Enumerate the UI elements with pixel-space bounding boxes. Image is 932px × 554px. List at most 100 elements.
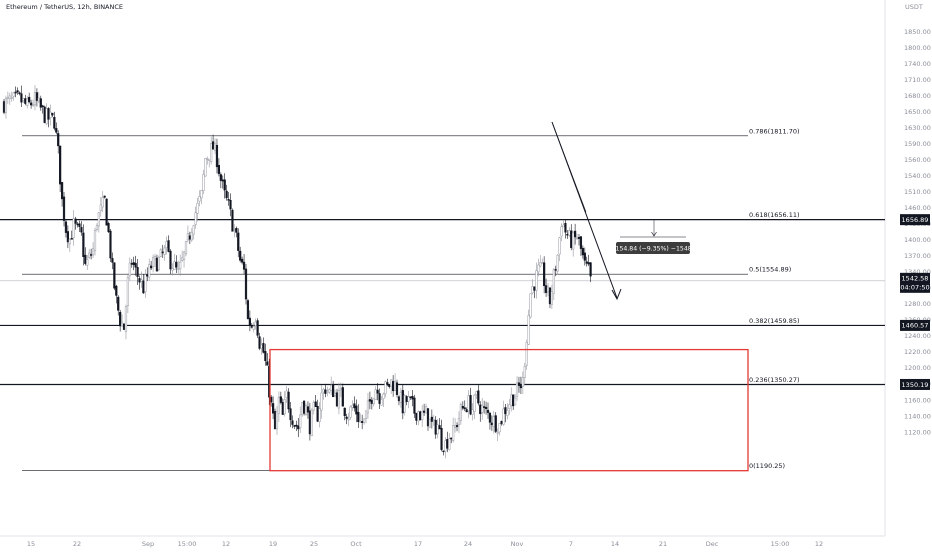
candle-body	[37, 97, 40, 102]
candle-body	[8, 95, 11, 99]
candle-body	[260, 344, 263, 349]
candle-body	[332, 384, 335, 398]
candle-body	[72, 218, 75, 238]
candle-body	[215, 145, 219, 168]
candle-body	[239, 250, 242, 261]
candle-body	[314, 401, 317, 408]
candle-body	[417, 411, 420, 422]
candle-body	[53, 116, 56, 129]
candle-body	[74, 218, 77, 224]
candle-body	[208, 159, 211, 161]
candle-body	[364, 410, 368, 419]
candle-body	[531, 286, 534, 294]
price-tick-label: 1370.00	[904, 252, 931, 260]
price-tick-label: 1240.00	[904, 332, 931, 340]
candle-body	[128, 262, 131, 277]
candle-body	[165, 241, 168, 249]
candle-body	[138, 278, 141, 283]
candle-body	[583, 252, 586, 261]
candle-body	[235, 228, 238, 233]
candle-body	[459, 404, 462, 421]
candle-body	[486, 409, 490, 413]
trend-shadow-line	[551, 121, 587, 213]
price-tick-label: 1630.00	[904, 124, 931, 132]
candle-body	[59, 145, 62, 185]
candle-body	[157, 256, 160, 270]
candle-body	[372, 398, 375, 405]
candle-body	[421, 411, 424, 420]
candle-body	[426, 408, 430, 427]
candle-body	[316, 406, 319, 422]
price-tick-label: 1740.00	[904, 60, 931, 68]
candle-body	[30, 102, 33, 106]
candle-body	[210, 143, 213, 162]
fib-level-label: 0.618(1656.11)	[749, 211, 800, 219]
candle-body	[200, 190, 203, 199]
candle-body	[413, 397, 416, 414]
price-tick-label: 1140.00	[904, 412, 931, 420]
fib-level-label: 0.382(1459.85)	[749, 317, 800, 325]
bar-countdown: 04:07:50	[900, 283, 929, 291]
candle-body	[587, 262, 590, 265]
candle-body	[322, 388, 325, 393]
candle-body	[227, 199, 230, 201]
price-tick-label: 1510.00	[904, 188, 931, 196]
time-tick-label: Dec	[706, 540, 719, 548]
price-tick-label: 1220.00	[904, 348, 931, 356]
candle-body	[510, 394, 513, 406]
candle-body	[527, 315, 530, 345]
candle-body	[126, 276, 130, 306]
price-level-tag-label: 1656.89	[902, 216, 929, 224]
time-tick-label: 24	[464, 540, 472, 548]
candle-body	[76, 223, 79, 226]
candle-body	[550, 291, 553, 305]
candle-body	[233, 229, 236, 231]
candle-body	[97, 212, 100, 227]
candle-body	[188, 235, 191, 240]
candle-body	[14, 91, 17, 94]
candle-body	[302, 400, 306, 414]
time-tick-label: 25	[310, 540, 318, 548]
candle-body	[62, 196, 66, 221]
candle-body	[442, 450, 445, 453]
candle-body	[529, 293, 532, 318]
candle-body	[440, 427, 443, 450]
candle-body	[525, 342, 528, 366]
candle-body	[275, 411, 279, 430]
candle-body	[370, 399, 373, 404]
candle-body	[33, 92, 37, 106]
measure-label: −154.84 (−9.35%) −15484	[610, 246, 695, 253]
chart-frame	[0, 0, 886, 537]
candle-body	[130, 263, 133, 265]
candle-body	[444, 440, 447, 452]
candle-body	[359, 420, 362, 423]
candle-body	[163, 247, 166, 255]
price-tick-label: 1160.00	[904, 396, 931, 404]
candle-body	[419, 411, 422, 421]
candle-body	[368, 399, 372, 402]
candle-body	[159, 249, 162, 257]
candle-body	[140, 279, 143, 282]
candle-body	[504, 407, 507, 415]
candle-body	[241, 258, 244, 263]
arrow-head-icon	[611, 288, 622, 301]
candle-body	[508, 404, 511, 409]
candle-body	[548, 287, 552, 305]
symbol-title: Ethereum / TetherUS, 12h, BINANCE	[6, 3, 123, 11]
candle-body	[4, 98, 8, 113]
candle-body	[304, 405, 308, 415]
time-tick-label: 22	[73, 540, 81, 548]
time-tick-label: 12	[815, 540, 823, 548]
candle-body	[122, 323, 126, 330]
time-tick-label: 15	[27, 540, 35, 548]
price-tick-label: 1120.00	[904, 428, 931, 436]
candle-body	[242, 261, 246, 270]
candle-body	[202, 174, 205, 191]
candle-body	[24, 98, 27, 104]
candle-body	[463, 407, 466, 409]
candle-body	[384, 381, 387, 395]
candle-body	[386, 382, 389, 384]
candle-body	[148, 264, 151, 278]
